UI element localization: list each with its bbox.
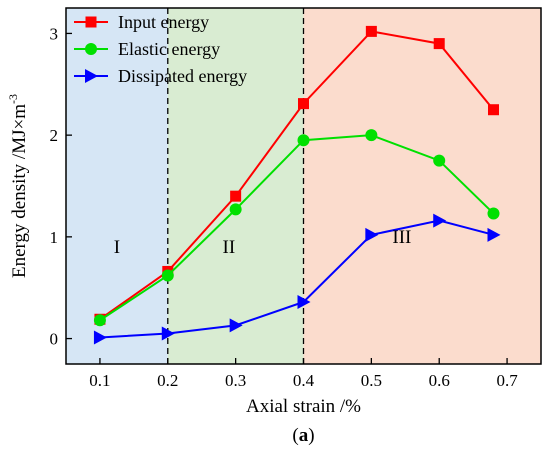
- series-3-point-3: [229, 318, 243, 333]
- x-tick-label-0: 0.1: [89, 371, 110, 390]
- legend-marker-3: [85, 69, 98, 83]
- caption-close-paren: ): [308, 425, 314, 446]
- x-tick-label-1: 0.2: [157, 371, 178, 390]
- y-tick-label-1: 1: [50, 228, 59, 247]
- series-3-point-4: [297, 294, 311, 309]
- series-2-point-4: [297, 134, 310, 147]
- y-tick-label-0: 0: [50, 330, 59, 349]
- series-1-point-7: [488, 104, 499, 116]
- series-3: [93, 213, 501, 345]
- series-2-point-6: [433, 154, 446, 167]
- x-axis-title: Axial strain /%: [246, 396, 361, 417]
- series-group: [93, 25, 501, 345]
- series-3-point-5: [365, 227, 379, 242]
- region-band-2: [167, 8, 304, 364]
- legend-marker-2: [85, 43, 97, 55]
- x-tick-label-5: 0.6: [429, 371, 450, 390]
- x-tick-label-3: 0.4: [293, 371, 315, 390]
- x-tick-label-6: 0.7: [496, 371, 518, 390]
- x-tick-label-4: 0.5: [361, 371, 382, 390]
- y-tick-label-2: 2: [50, 126, 59, 145]
- series-2-point-3: [229, 203, 242, 216]
- legend: Input energy Elastic energy Dissipated ene…: [74, 12, 247, 86]
- region-band-3: [303, 8, 541, 364]
- legend-label-2: Elastic energy: [118, 39, 220, 59]
- axis-ticks: 0.1 0.2 0.3 0.4 0.5 0.6 0.7 0 1 2 3: [50, 24, 519, 390]
- figure-caption: (a): [292, 425, 314, 446]
- series-2: [93, 129, 500, 327]
- y-axis-title: Energy density /MJ×m-3: [6, 94, 30, 278]
- region-label-3: III: [392, 227, 411, 248]
- series-1-point-4: [298, 98, 309, 110]
- series-2-point-1: [93, 314, 106, 327]
- series-3-point-6: [433, 213, 447, 228]
- series-2-point-2: [161, 269, 174, 282]
- y-axis-title-superscript: -3: [6, 94, 20, 104]
- series-3-point-1: [93, 330, 107, 345]
- x-tick-label-2: 0.3: [225, 371, 246, 390]
- series-1-point-6: [433, 38, 445, 50]
- series-1-point-5: [365, 25, 377, 37]
- series-2-point-5: [365, 129, 378, 142]
- series-3-point-2: [161, 326, 175, 341]
- series-1-point-3: [230, 190, 242, 202]
- y-tick-label-3: 3: [50, 24, 59, 43]
- legend-marker-1: [85, 16, 97, 28]
- caption-open-paren: (: [292, 425, 298, 446]
- region-label-2: II: [223, 237, 236, 258]
- legend-label-1: Input energy: [118, 12, 209, 32]
- caption-letter: a: [299, 425, 309, 446]
- region-label-1: I: [114, 237, 120, 258]
- strain-regions: [66, 8, 541, 364]
- series-3-point-7: [487, 227, 501, 242]
- region-band-1: [66, 8, 168, 364]
- y-axis-title-main: Energy density /MJ×m: [9, 104, 30, 278]
- legend-label-3: Dissipated energy: [118, 66, 247, 86]
- region-labels: I II III: [114, 227, 412, 258]
- series-2-point-7: [487, 207, 500, 220]
